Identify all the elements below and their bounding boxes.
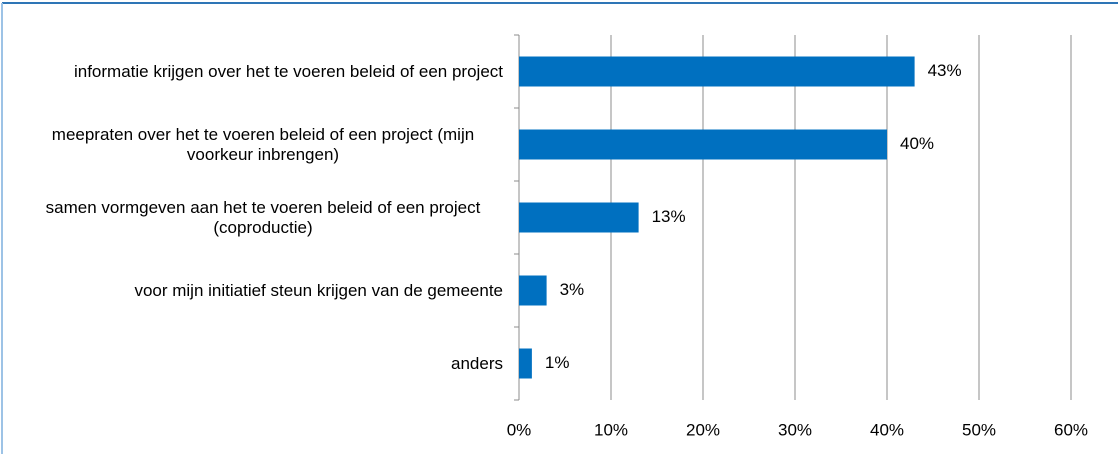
x-tick-label: 60% xyxy=(1054,420,1088,439)
y-tick-label: meepraten over het te voeren beleid of e… xyxy=(51,124,475,164)
bar xyxy=(519,275,547,306)
bar xyxy=(519,348,532,379)
data-label: 1% xyxy=(545,353,570,372)
x-tick-label: 40% xyxy=(870,420,904,439)
x-tick-label: 20% xyxy=(686,420,720,439)
data-label: 3% xyxy=(560,280,585,299)
bar xyxy=(519,129,887,160)
bar xyxy=(519,202,639,233)
y-tick-label: voor mijn initiatief steun krijgen van d… xyxy=(134,280,503,300)
y-tick-label: informatie krijgen over het te voeren be… xyxy=(73,61,503,81)
x-tick-label: 10% xyxy=(594,420,628,439)
y-tick-label: anders xyxy=(451,353,503,373)
x-tick-label: 30% xyxy=(778,420,812,439)
bar xyxy=(519,56,915,87)
x-tick-label: 0% xyxy=(507,420,532,439)
data-label: 40% xyxy=(900,134,934,153)
y-tick-label: samen vormgeven aan het te voeren beleid… xyxy=(45,197,481,237)
data-label: 13% xyxy=(652,207,686,226)
data-label: 43% xyxy=(928,61,962,80)
x-tick-label: 50% xyxy=(962,420,996,439)
